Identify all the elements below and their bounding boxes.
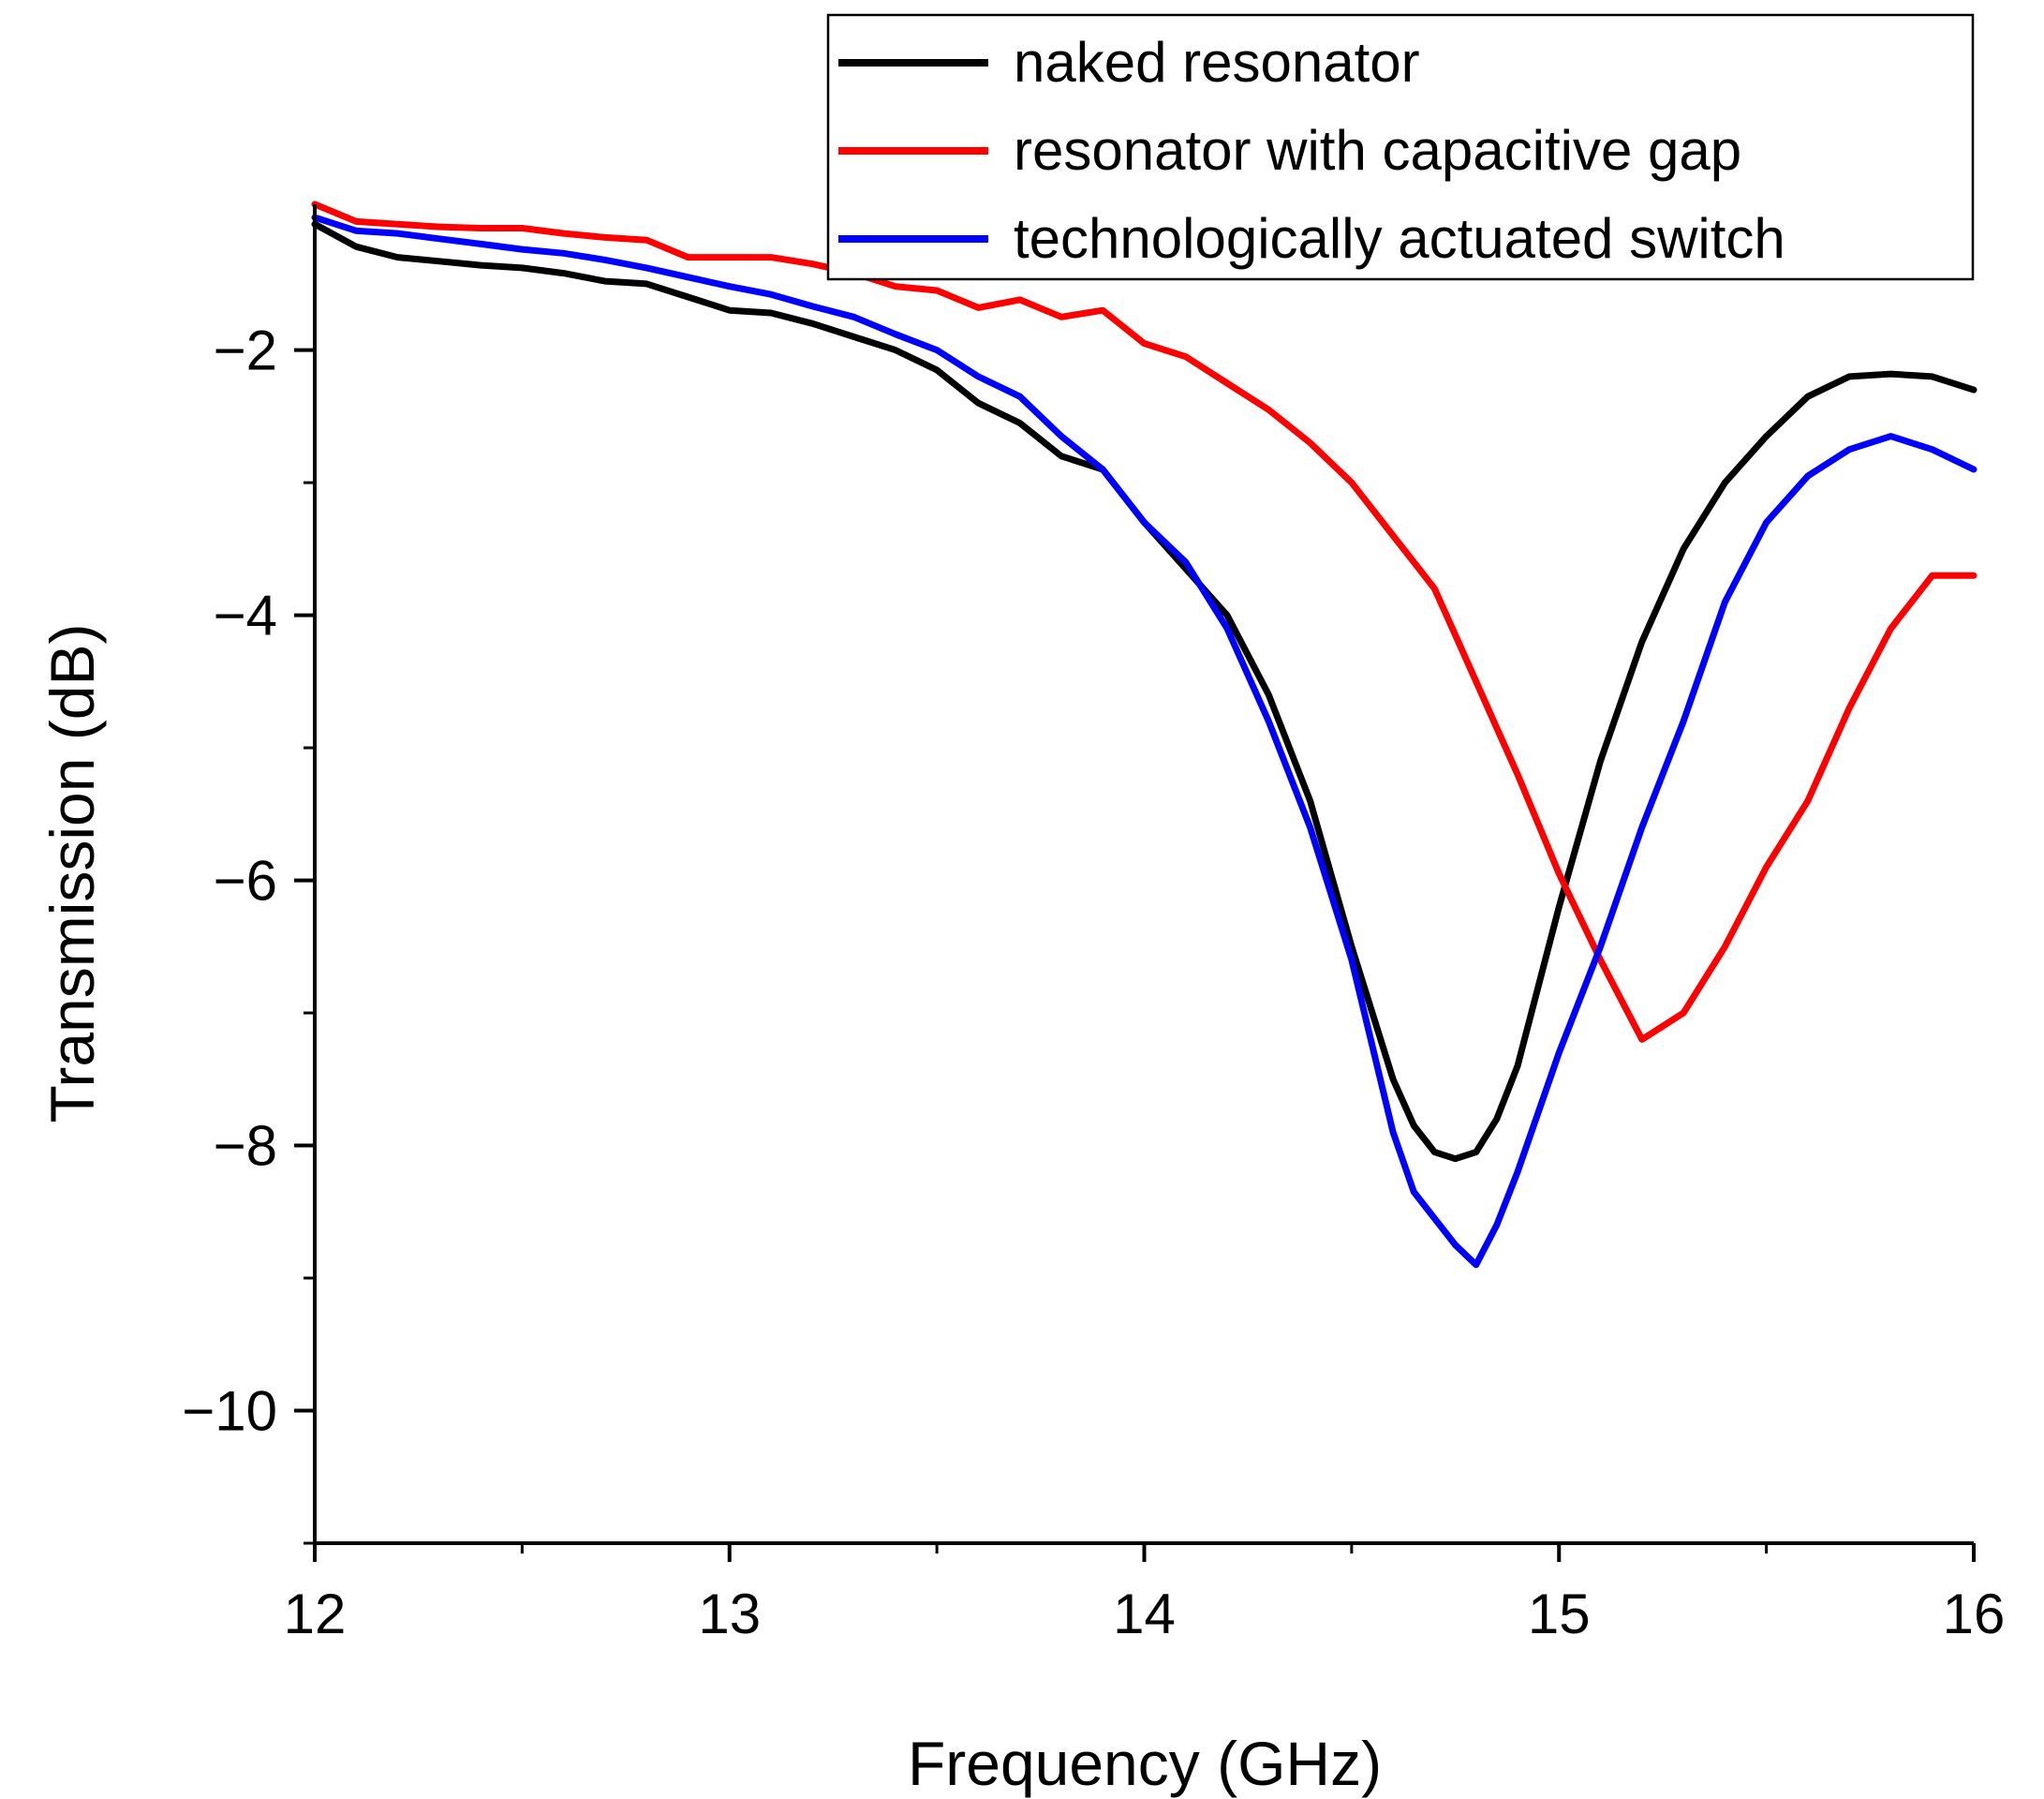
legend-label: naked resonator xyxy=(1014,31,1420,94)
plot-area: 12 13 14 15 16 −2 −4 −6 −8 −10 xyxy=(182,201,2006,1645)
y-tick-label: −10 xyxy=(182,1380,277,1443)
x-tick-label: 16 xyxy=(1943,1583,2006,1645)
series-layer xyxy=(311,201,1977,1269)
x-tick-label: 15 xyxy=(1528,1583,1591,1645)
series-line-technologically-actuated-switch xyxy=(311,214,1977,1269)
legend-label: technologically actuated switch xyxy=(1014,207,1785,270)
y-axis-ticks: −2 −4 −6 −8 −10 xyxy=(182,320,315,1545)
x-tick-label: 12 xyxy=(284,1583,347,1645)
legend-frame xyxy=(826,13,1975,281)
legend-entries: naked resonator resonator with capacitive… xyxy=(838,31,1785,270)
legend-label: resonator with capacitive gap xyxy=(1014,119,1741,182)
y-tick-label: −6 xyxy=(214,850,277,913)
x-axis-ticks: 12 13 14 15 16 xyxy=(284,1543,2006,1645)
x-tick-label: 13 xyxy=(698,1583,761,1645)
y-axis-title: Transmission (dB) xyxy=(37,624,107,1123)
y-tick-label: −8 xyxy=(214,1115,277,1178)
x-axis-title: Frequency (GHz) xyxy=(908,1729,1382,1798)
series-line-naked-resonator xyxy=(311,220,1977,1163)
y-tick-label: −4 xyxy=(214,585,277,647)
series-line-resonator-with-capacitive-gap xyxy=(311,201,1977,1043)
y-tick-label: −2 xyxy=(214,320,277,382)
x-tick-label: 14 xyxy=(1113,1583,1176,1645)
legend: naked resonator resonator with capacitive… xyxy=(826,13,1975,281)
